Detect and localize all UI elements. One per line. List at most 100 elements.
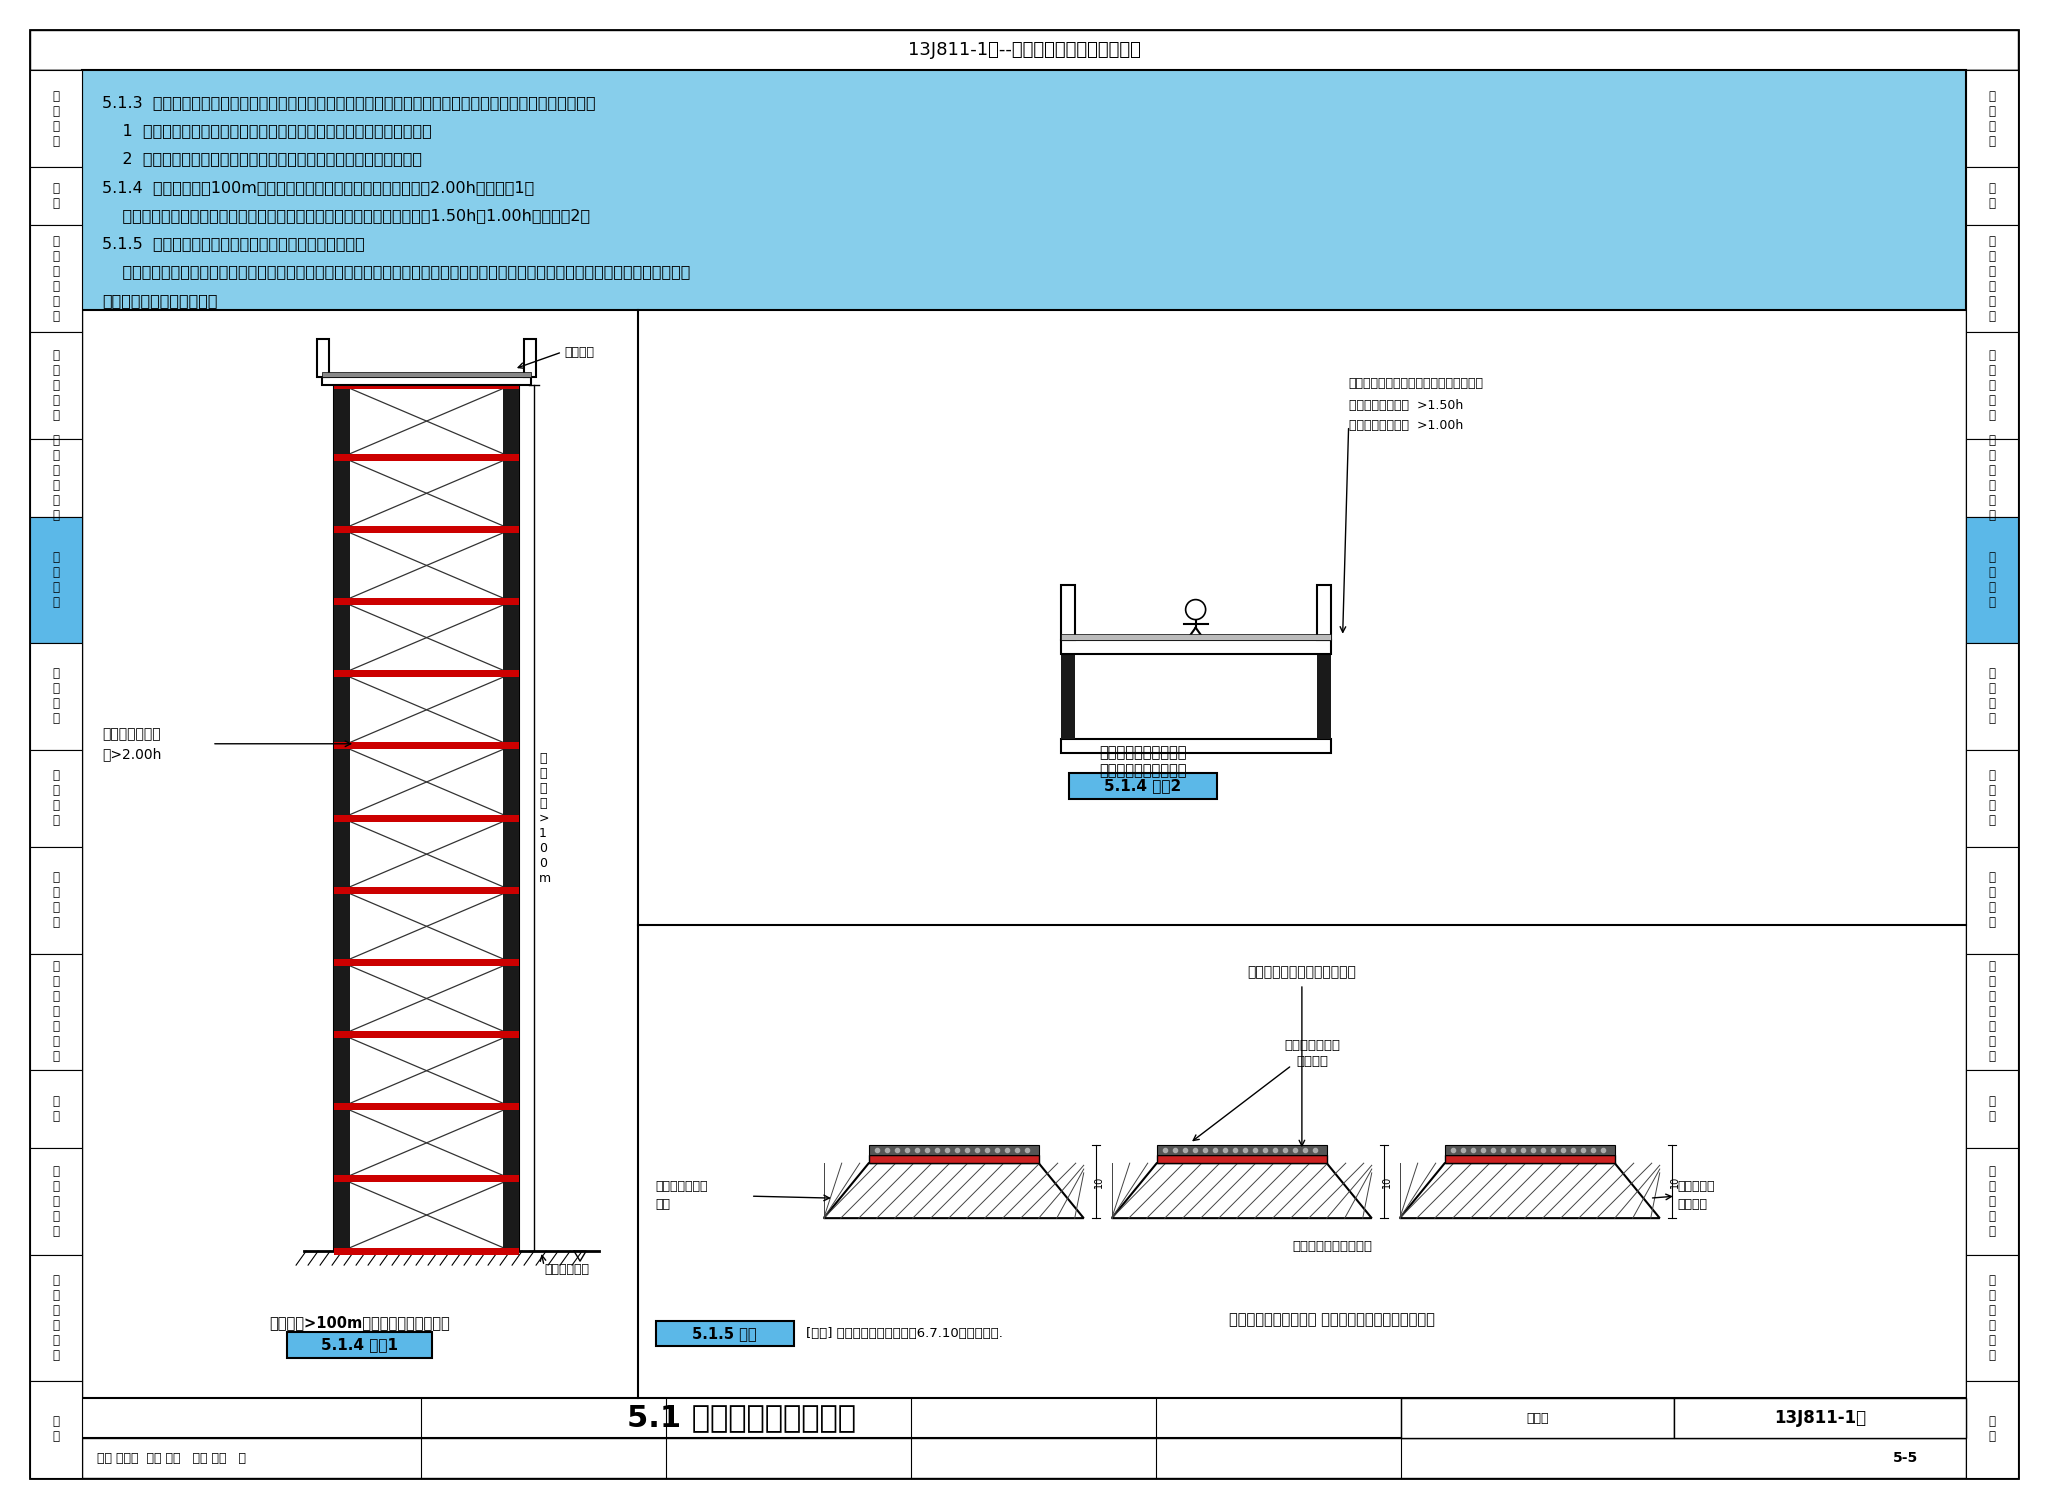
Text: 作防护层: 作防护层 bbox=[1296, 1055, 1327, 1068]
Bar bbox=[334, 959, 518, 966]
Text: 2  单、多层重要公共建筑和二类高层建筑的耐火等级不应低于二级。: 2 单、多层重要公共建筑和二类高层建筑的耐火等级不应低于二级。 bbox=[102, 151, 422, 166]
Bar bbox=[31, 643, 82, 749]
Text: 建
筑
构
造: 建 筑 构 造 bbox=[1989, 667, 1995, 725]
Text: 5.1 建筑分类和耐火等级: 5.1 建筑分类和耐火等级 bbox=[627, 1404, 856, 1432]
Bar bbox=[31, 70, 82, 1479]
Bar bbox=[1061, 640, 1331, 653]
Text: 应采用不燃材料: 应采用不燃材料 bbox=[1284, 1038, 1339, 1052]
Text: 应>2.00h: 应>2.00h bbox=[102, 748, 162, 761]
Bar bbox=[1966, 954, 2017, 1070]
Bar bbox=[1401, 1398, 1673, 1438]
Bar bbox=[334, 1176, 518, 1182]
Bar bbox=[1966, 846, 2017, 954]
Text: 可燃、难燃保温: 可燃、难燃保温 bbox=[655, 1179, 709, 1192]
Text: 5.1.3  民用建筑的耐火等级应根据其建筑高度、使用功能、重要性和火灾扑救难度等确定，并应符合下列规定：: 5.1.3 民用建筑的耐火等级应根据其建筑高度、使用功能、重要性和火灾扑救难度等… bbox=[102, 94, 596, 109]
Bar bbox=[334, 1103, 518, 1110]
Text: 屋面防水层宜采用不燃、难燃材料，当采用可燃防水材料且铺设在可燃、难燃保温材料上时，防水材料或可燃、难燃保温材料应采用不: 屋面防水层宜采用不燃、难燃材料，当采用可燃防水材料且铺设在可燃、难燃保温材料上时… bbox=[102, 265, 690, 280]
Text: 民
用
建
筑: 民 用 建 筑 bbox=[1989, 551, 1995, 608]
Text: 目
录: 目 录 bbox=[53, 183, 59, 210]
Text: 消
防
设
置: 消 防 设 置 bbox=[1989, 872, 1995, 929]
Text: 5.1.5 图示: 5.1.5 图示 bbox=[692, 1326, 758, 1341]
Text: 厂
房
和
仓
库: 厂 房 和 仓 库 bbox=[1989, 349, 1995, 422]
Text: 灭
火
设
施: 灭 火 设 施 bbox=[53, 770, 59, 827]
Text: 保温材料: 保温材料 bbox=[1677, 1198, 1708, 1210]
Bar bbox=[1966, 70, 2017, 168]
Bar bbox=[31, 954, 82, 1070]
Bar bbox=[1069, 773, 1217, 798]
Text: 5.1.5  一、二级耐火等级建筑的屋面板应采用不燃材料。: 5.1.5 一、二级耐火等级建筑的屋面板应采用不燃材料。 bbox=[102, 237, 365, 252]
Text: 5-5: 5-5 bbox=[1892, 1452, 1919, 1465]
Text: 厂
房
和
仓
库: 厂 房 和 仓 库 bbox=[53, 349, 59, 422]
Bar bbox=[334, 670, 518, 677]
Text: 5.1.4 图示2: 5.1.4 图示2 bbox=[1104, 779, 1182, 794]
Text: 附
录: 附 录 bbox=[1989, 1416, 1995, 1444]
Bar bbox=[1061, 634, 1331, 640]
Bar bbox=[1061, 584, 1075, 640]
Text: 甲
乙
丙
闲
储
体: 甲 乙 丙 闲 储 体 bbox=[1989, 434, 1995, 521]
Bar bbox=[31, 1255, 82, 1381]
Bar bbox=[1444, 1144, 1614, 1155]
Text: 建
筑
高
度
>
1
0
0
m: 建 筑 高 度 > 1 0 0 m bbox=[539, 752, 551, 884]
Text: 10: 10 bbox=[1669, 1176, 1679, 1188]
Text: 甲
乙
丙
闲
储
体: 甲 乙 丙 闲 储 体 bbox=[53, 434, 59, 521]
Bar bbox=[524, 339, 537, 377]
Text: 屋面防水层采用可燃防水材料: 屋面防水层采用可燃防水材料 bbox=[1247, 965, 1356, 980]
Bar bbox=[31, 1147, 82, 1255]
Text: 木
结
构
建
筑: 木 结 构 建 筑 bbox=[53, 1165, 59, 1237]
Text: 一、二级耐火等级建筑 屋面防水层采用可燃防水材料: 一、二级耐火等级建筑 屋面防水层采用可燃防水材料 bbox=[1229, 1312, 1436, 1327]
Bar bbox=[31, 30, 2017, 70]
Text: 木
结
构
建
筑: 木 结 构 建 筑 bbox=[1989, 1165, 1995, 1237]
Text: 燃材料作防护层。【图示】: 燃材料作防护层。【图示】 bbox=[102, 292, 217, 307]
Polygon shape bbox=[1112, 1162, 1372, 1218]
Bar bbox=[504, 385, 518, 1251]
Text: 5.1.4 图示1: 5.1.4 图示1 bbox=[322, 1338, 399, 1353]
Bar bbox=[334, 454, 518, 461]
Bar bbox=[82, 1398, 1966, 1438]
Text: 一、二级耐火等级建筑的上人平屋顶，其屋面板的耐火极限分别不应低于1.50h和1.00h。【图示2】: 一、二级耐火等级建筑的上人平屋顶，其屋面板的耐火极限分别不应低于1.50h和1.… bbox=[102, 208, 590, 223]
Bar bbox=[1673, 1398, 1966, 1438]
Bar bbox=[1966, 1147, 2017, 1255]
Text: 13J811-1改: 13J811-1改 bbox=[1774, 1410, 1866, 1428]
Bar bbox=[31, 517, 82, 643]
Bar bbox=[31, 168, 82, 225]
Text: 电
气: 电 气 bbox=[53, 1095, 59, 1124]
Bar bbox=[334, 598, 518, 605]
Text: 10: 10 bbox=[1094, 1176, 1104, 1188]
Bar bbox=[287, 1332, 432, 1359]
Bar bbox=[1966, 439, 2017, 517]
Bar bbox=[334, 385, 350, 1251]
Bar bbox=[334, 1248, 518, 1255]
Bar bbox=[82, 70, 1966, 310]
Bar bbox=[1966, 1255, 2017, 1381]
Bar bbox=[334, 887, 518, 894]
Bar bbox=[31, 846, 82, 954]
Text: 建筑高度>100m的民用建筑剖面示意图: 建筑高度>100m的民用建筑剖面示意图 bbox=[270, 1315, 451, 1330]
Text: 上人平屋顶，其屋面板的耐火极限应为：: 上人平屋顶，其屋面板的耐火极限应为： bbox=[1350, 377, 1483, 391]
Text: 建
筑
构
造: 建 筑 构 造 bbox=[53, 667, 59, 725]
Bar bbox=[1157, 1144, 1327, 1155]
Bar bbox=[1317, 653, 1331, 739]
Text: 消
防
设
置: 消 防 设 置 bbox=[53, 872, 59, 929]
Text: 屋面板应采用不燃材料: 屋面板应采用不燃材料 bbox=[1292, 1240, 1372, 1252]
Bar bbox=[82, 1438, 1966, 1479]
Bar bbox=[322, 372, 530, 377]
Bar bbox=[1966, 749, 2017, 846]
Bar bbox=[334, 526, 518, 533]
Bar bbox=[334, 382, 518, 388]
Bar bbox=[1966, 643, 2017, 749]
Bar bbox=[1966, 333, 2017, 439]
Bar bbox=[1966, 168, 2017, 225]
Bar bbox=[1966, 517, 2017, 643]
Text: 屋面面层: 屋面面层 bbox=[563, 346, 594, 358]
Bar bbox=[322, 377, 530, 385]
Text: 室外设计地面: 室外设计地面 bbox=[545, 1263, 590, 1276]
Polygon shape bbox=[1399, 1162, 1659, 1218]
Text: 编
制
说
明: 编 制 说 明 bbox=[1989, 90, 1995, 147]
Text: 可燃、难燃: 可燃、难燃 bbox=[1677, 1179, 1716, 1192]
Bar bbox=[1966, 1381, 2017, 1479]
Bar bbox=[31, 439, 82, 517]
Bar bbox=[31, 1381, 82, 1479]
Text: 一、二级耐火等级建筑: 一、二级耐火等级建筑 bbox=[1100, 746, 1186, 761]
Text: [注释] 防护层的厚度应符合第6.7.10条相关规定.: [注释] 防护层的厚度应符合第6.7.10条相关规定. bbox=[805, 1327, 1004, 1341]
Bar bbox=[1157, 1155, 1327, 1162]
